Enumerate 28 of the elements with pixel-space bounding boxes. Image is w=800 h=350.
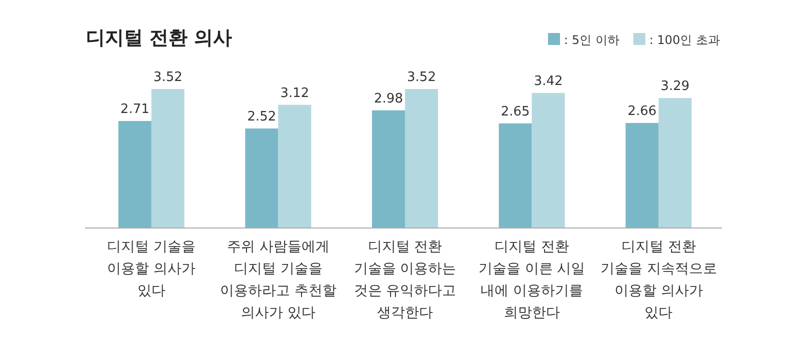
data-label: 3.29: [660, 79, 690, 94]
data-label: 2.66: [628, 104, 657, 119]
data-label: 2.71: [120, 102, 150, 117]
bar: [372, 110, 405, 228]
bar: [498, 123, 532, 228]
x-tick-label: 디지털 전환 기술을 이용하는 것은 유익하다고 생각한다: [352, 238, 458, 323]
x-tick-label: 디지털 전환 기술을 지속적으로 이용할 의사가 있다: [600, 238, 718, 323]
data-label: 3.52: [153, 70, 182, 85]
bar: [658, 98, 692, 228]
x-tick-label: 디지털 기술을 이용할 의사가 있다: [106, 238, 197, 301]
bar: [245, 128, 278, 228]
data-label: 2.52: [247, 109, 276, 124]
data-label: 2.65: [500, 104, 530, 120]
chart-title: 디지털 전환 의사: [86, 27, 232, 49]
bar: [278, 104, 312, 228]
x-tick-label: 주위 사람들에게 디지털 기술을 이용하라고 추천할 의사가 있다: [219, 238, 338, 323]
bar: [118, 120, 152, 228]
legend-label: : 100인 초과: [649, 33, 720, 47]
bar: [405, 89, 438, 228]
bar: [532, 92, 565, 228]
bar: [151, 89, 184, 228]
x-tick-label: 디지털 전환 기술을 이른 시일 내에 이용하기를 희망한다: [477, 238, 586, 323]
legend-label: : 5인 이하: [564, 33, 620, 47]
bar: [626, 122, 659, 228]
data-label: 3.42: [534, 74, 563, 89]
data-label: 3.52: [407, 70, 436, 85]
data-label: 3.12: [280, 86, 310, 101]
data-label: 2.98: [374, 91, 403, 106]
